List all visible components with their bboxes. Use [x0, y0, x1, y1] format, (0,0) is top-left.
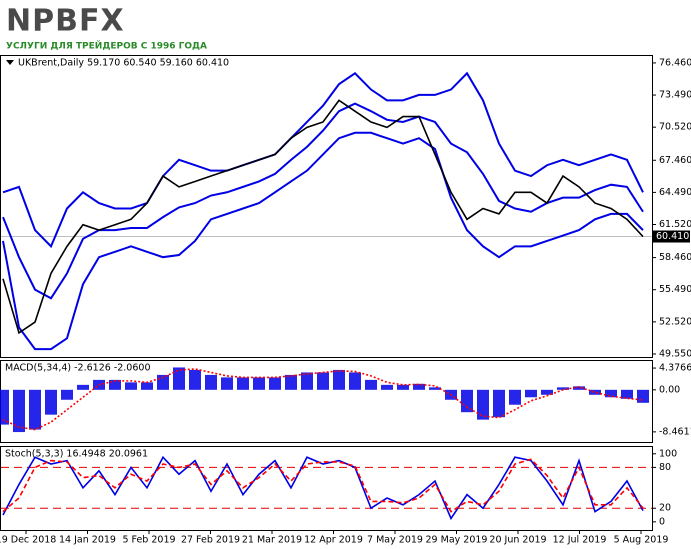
macd-bar	[13, 389, 25, 433]
y-tick-label: 76.460	[659, 57, 691, 68]
macd-bar	[173, 367, 185, 390]
y-tick-label: 58.460	[659, 252, 691, 263]
series-line	[2, 458, 644, 513]
y-tick-label: 0	[659, 516, 665, 527]
panels	[0, 55, 653, 531]
macd-bar	[205, 374, 217, 390]
macd-bar	[285, 374, 297, 390]
y-tick-label: 4.3766	[659, 363, 691, 374]
series-line	[2, 455, 644, 521]
macd-bar	[237, 377, 249, 390]
macd-bar	[157, 374, 169, 390]
y-tick-label: 0.00	[659, 384, 680, 395]
logo-brand: NPBFX	[6, 4, 125, 39]
macd-title: MACD(5,34,4) -2.6126 -2.0600	[5, 363, 150, 374]
x-tick-label: 12 Jul 2019	[553, 535, 607, 546]
y-tick-label: 55.490	[659, 284, 691, 295]
series-line	[2, 71, 644, 249]
macd-bar	[413, 383, 425, 390]
macd-bar	[349, 372, 361, 390]
macd-bar	[397, 384, 409, 390]
macd-bar	[509, 389, 521, 405]
macd-bar	[77, 384, 89, 390]
x-tick-label: 14 Jan 2019	[59, 535, 116, 546]
y-tick-label: 61.520	[659, 219, 691, 230]
price-panel	[0, 55, 653, 358]
stoch-panel	[0, 446, 653, 531]
y-tick-label: 73.490	[659, 90, 691, 101]
macd-bar	[45, 389, 57, 415]
macd-bar	[381, 384, 393, 390]
macd-bar	[429, 387, 441, 390]
y-tick-label: 20	[659, 503, 671, 514]
current-price-box	[653, 230, 690, 243]
macd-bar	[253, 377, 265, 390]
macd-bar	[141, 382, 153, 390]
macd-bar	[109, 379, 121, 390]
macd-bar	[637, 389, 649, 403]
logo-tagline: УСЛУГИ ДЛЯ ТРЕЙДЕРОВ С 1996 ГОДА	[6, 40, 207, 52]
y-tick-label: 52.520	[659, 316, 691, 327]
current-price-label: 60.410	[656, 231, 689, 242]
macd-bar	[541, 389, 553, 395]
y-tick-label: 67.460	[659, 155, 691, 166]
x-tick-label: 27 Feb 2019	[181, 535, 240, 546]
y-tick-label: 70.520	[659, 122, 691, 133]
macd-bar	[333, 369, 345, 390]
x-tick-label: 5 Feb 2019	[122, 535, 175, 546]
macd-bar	[189, 369, 201, 390]
macd-bar	[461, 389, 473, 413]
series-line	[2, 102, 644, 300]
y-tick-label: 80	[659, 462, 671, 473]
macd-bar	[125, 382, 137, 390]
macd-bar	[269, 377, 281, 390]
macd-bar	[317, 372, 329, 390]
price-title: UKBrent,Daily 59.170 60.540 59.160 60.41…	[18, 58, 229, 69]
logo: NPBFX УСЛУГИ ДЛЯ ТРЕЙДЕРОВ С 1996 ГОДА	[0, 0, 207, 53]
x-tick-label: 5 Aug 2019	[614, 535, 669, 546]
macd-bar	[621, 389, 633, 399]
x-tick-label: 20 Jun 2019	[489, 535, 546, 546]
y-tick-label: 100	[659, 448, 677, 459]
macd-bar	[493, 389, 505, 418]
macd-bar	[0, 389, 9, 425]
macd-bar	[365, 379, 377, 390]
x-tick-label: 7 May 2019	[367, 535, 423, 546]
macd-bar	[61, 389, 73, 400]
x-tick-label: 21 Mar 2019	[242, 535, 302, 546]
x-tick-label: 12 Apr 2019	[304, 535, 363, 546]
y-tick-label: 64.490	[659, 187, 691, 198]
title-arrow	[6, 60, 14, 65]
series-line	[2, 99, 644, 335]
macd-bar	[477, 389, 489, 420]
macd-bar	[301, 372, 313, 390]
stoch-title: Stoch(5,3,3) 16.4948 20.0961	[5, 449, 148, 460]
series-line	[2, 131, 644, 351]
macd-bar	[525, 389, 537, 398]
macd-bar	[589, 389, 601, 395]
macd-bar	[29, 389, 41, 430]
x-tick-label: 19 Dec 2018	[0, 535, 56, 546]
macd-bar	[221, 377, 233, 390]
y-tick-label: 49.550	[659, 348, 691, 359]
macd-bar	[573, 386, 585, 390]
x-tick-label: 29 May 2019	[426, 535, 488, 546]
logo-bg	[0, 0, 170, 53]
series-line	[2, 368, 644, 431]
plot: 76.460 73.490 70.520 67.460 64.490 61.520 58.4…	[0, 57, 691, 546]
macd-bar	[605, 389, 617, 398]
macd-bar	[557, 387, 569, 390]
